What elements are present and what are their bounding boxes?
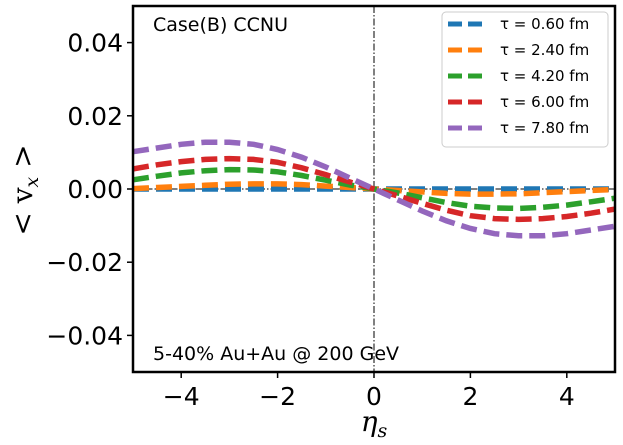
legend-label-2: τ = 2.40 fm xyxy=(500,41,589,59)
x-axis-title: ηs xyxy=(361,405,388,442)
x-axis-symbol: η xyxy=(361,405,378,438)
x-tick-label: −2 xyxy=(259,382,296,411)
legend: τ = 0.60 fm τ = 2.40 fm τ = 4.20 fm τ = 6.0… xyxy=(441,11,609,148)
x-tick-label: 4 xyxy=(559,382,575,411)
x-axis-subscript: s xyxy=(378,420,388,442)
series-line-5 xyxy=(132,139,616,239)
y-axis-title: < vx > xyxy=(6,144,43,235)
series-line-4 xyxy=(132,155,616,223)
series-layer xyxy=(132,139,616,239)
ticks-layer: −4 −2 0 2 4 −0.04 −0.02 0.00 0.02 0.04 xyxy=(46,29,574,411)
y-axis-close: > xyxy=(6,144,39,176)
annotation-case: Case(B) CCNU xyxy=(153,14,288,36)
legend-label-1: τ = 0.60 fm xyxy=(500,15,589,33)
legend-label-4: τ = 6.00 fm xyxy=(500,93,589,111)
annotation-system: 5-40% Au+Au @ 200 GeV xyxy=(153,343,399,365)
y-tick-label: 0.04 xyxy=(67,29,123,58)
legend-label-5: τ = 7.80 fm xyxy=(500,119,589,137)
y-tick-label: −0.02 xyxy=(46,248,123,277)
y-axis-subscript: x xyxy=(21,176,43,187)
y-tick-label: 0.02 xyxy=(67,102,123,131)
x-tick-label: 0 xyxy=(366,382,382,411)
legend-box xyxy=(441,11,609,148)
x-tick-label: 2 xyxy=(462,382,478,411)
y-axis-open: < v xyxy=(6,187,39,235)
legend-label-3: τ = 4.20 fm xyxy=(500,67,589,85)
y-tick-label: 0.00 xyxy=(67,175,123,204)
x-tick-label: −4 xyxy=(163,382,200,411)
y-tick-label: −0.04 xyxy=(46,321,123,350)
